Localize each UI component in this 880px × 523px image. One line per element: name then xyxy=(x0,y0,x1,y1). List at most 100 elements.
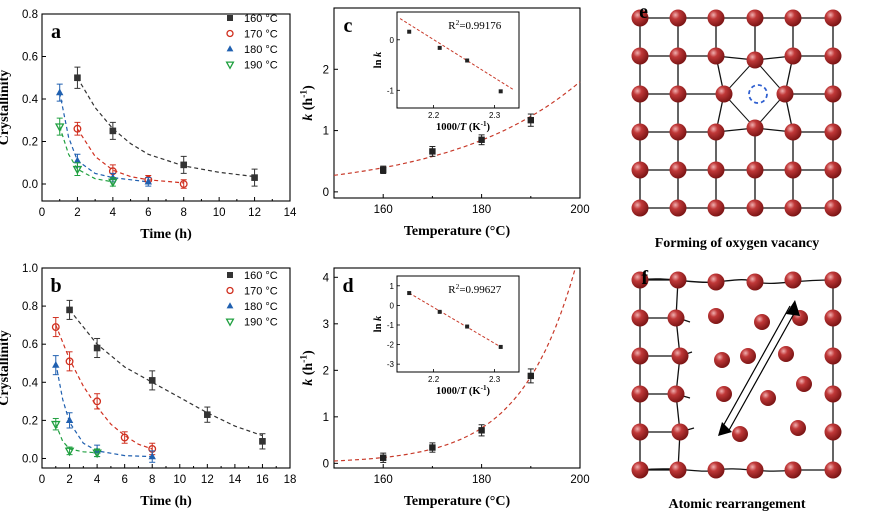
atom xyxy=(714,352,730,368)
atom xyxy=(824,123,842,141)
marker-square xyxy=(498,344,503,349)
plot-frame xyxy=(333,267,581,469)
x-tick-label: 0 xyxy=(39,474,45,486)
marker-triangle xyxy=(144,177,152,185)
x-tick-label: 4 xyxy=(94,474,101,486)
legend-label: 160 °C xyxy=(244,270,278,282)
atom xyxy=(631,271,649,289)
marker-square xyxy=(227,15,233,21)
fit-curve xyxy=(55,324,153,450)
atom xyxy=(708,308,724,324)
marker-circle xyxy=(226,286,234,295)
panel-label: f xyxy=(641,267,648,289)
panel-a: 0 2 4 6 8 10 12 14 0.0 0.2 0.4 0.6 0.8 Time (h) Crysta… xyxy=(0,9,297,242)
marker-triangle-down xyxy=(225,318,235,327)
atom xyxy=(824,271,842,289)
inset-y-tick-label: -2 xyxy=(387,341,395,350)
legend-label: 190 °C xyxy=(244,317,278,329)
inset-frame xyxy=(396,11,520,109)
legend-label: 180 °C xyxy=(244,44,278,56)
marker-square xyxy=(527,116,534,124)
x-tick-label: 4 xyxy=(110,207,117,219)
x-tick-label: 180 xyxy=(472,204,491,216)
y-tick-label: 0.0 xyxy=(22,179,38,191)
marker-square xyxy=(407,291,412,296)
marker-square xyxy=(74,74,81,82)
marker-square xyxy=(148,377,156,384)
atom xyxy=(631,309,649,327)
marker-triangle-down xyxy=(50,420,61,430)
schematic-caption: Atomic rearrangement xyxy=(669,497,806,512)
legend-label: 170 °C xyxy=(244,29,278,41)
atom xyxy=(784,271,802,289)
marker-circle xyxy=(120,433,129,442)
marker-square xyxy=(93,344,101,352)
y-tick-label: 2 xyxy=(323,64,329,76)
atom xyxy=(631,199,649,217)
atom xyxy=(631,347,649,365)
panel-b: 0 2 4 6 8 10 12 14 16 18 0.0 0.2 0.4 0.6 0.8 1.0 Time (h… xyxy=(0,263,296,509)
atom xyxy=(669,123,687,141)
y-axis-label: Crystallinity xyxy=(0,70,12,145)
marker-square xyxy=(204,411,211,418)
inset-x-label: 1000/T (K-1) xyxy=(436,384,491,397)
marker-square xyxy=(259,438,266,445)
y-axis-label: k (h-1) xyxy=(300,350,316,386)
marker-triangle xyxy=(52,361,60,368)
atom xyxy=(669,161,687,179)
atom xyxy=(631,423,649,441)
fit-curve xyxy=(76,128,184,184)
inset-plot: 2.2 2.3 0 -1 R2=0.99176 1000/T (K-1) ln k xyxy=(373,11,520,133)
marker-triangle-down xyxy=(72,165,83,175)
marker-square xyxy=(437,309,442,314)
atom xyxy=(671,347,689,365)
y-tick-label: 0 xyxy=(323,187,329,199)
inset-y-label: ln k xyxy=(373,315,384,332)
y-tick-label: 0.6 xyxy=(22,52,38,64)
y-tick-label: 2 xyxy=(323,365,329,377)
y-tick-label: 0.8 xyxy=(22,9,38,21)
x-tick-label: 6 xyxy=(145,207,151,219)
inset-plot: 2.2 2.3 1 0 -1 -2 -3 R2=0.99627 1000/T (K-1) ln k xyxy=(373,275,520,397)
inset-x-label: 1000/T (K-1) xyxy=(436,120,491,133)
atom xyxy=(746,199,764,217)
x-tick-label: 12 xyxy=(201,474,214,486)
marker-square xyxy=(66,306,73,314)
x-axis-label: Temperature (°C) xyxy=(404,494,511,509)
inset-r-squared: R2=0.99176 xyxy=(448,18,502,32)
atom xyxy=(707,273,725,291)
marker-square xyxy=(180,161,188,169)
legend-label: 180 °C xyxy=(244,301,278,313)
y-tick-label: 0 xyxy=(323,458,329,470)
atom xyxy=(824,309,842,327)
marker-square xyxy=(429,148,436,155)
fit-curve xyxy=(69,309,263,437)
x-tick-label: 14 xyxy=(284,207,297,219)
marker-triangle-down xyxy=(108,178,118,188)
atom xyxy=(784,161,802,179)
atom xyxy=(631,9,649,27)
atom xyxy=(667,385,685,403)
arrow-line xyxy=(721,305,791,429)
marker-circle xyxy=(226,29,234,38)
atom xyxy=(824,423,842,441)
inset-y-tick-label: -1 xyxy=(387,86,395,95)
fit-curve xyxy=(55,363,153,458)
marker-triangle xyxy=(226,302,234,309)
atom xyxy=(746,119,764,137)
panel-label: e xyxy=(639,1,648,23)
x-tick-label: 8 xyxy=(149,474,155,486)
arrow-head xyxy=(718,422,732,436)
y-axis-label: Crystallinity xyxy=(0,330,12,405)
atom xyxy=(669,271,687,289)
inset-frame xyxy=(396,275,520,373)
atom xyxy=(784,47,802,65)
marker-circle xyxy=(65,357,74,366)
atom xyxy=(784,123,802,141)
inset-r-squared: R2=0.99627 xyxy=(448,282,502,296)
atom xyxy=(631,47,649,65)
inset-y-tick-label: 0 xyxy=(390,36,395,45)
x-axis-label: Time (h) xyxy=(140,227,192,242)
y-tick-label: 1.0 xyxy=(22,263,38,275)
